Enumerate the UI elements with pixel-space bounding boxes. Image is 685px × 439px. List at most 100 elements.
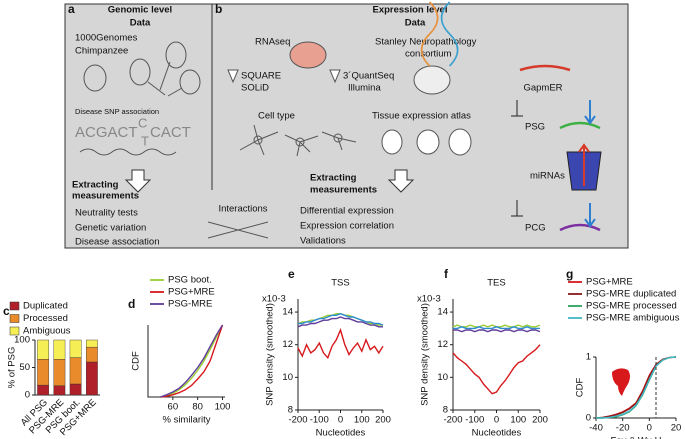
legend-label: Ambiguous: [23, 326, 71, 337]
y-unit: x10-3: [417, 294, 441, 305]
x-tick-label: -100: [465, 415, 484, 426]
x-tick-label: 80: [192, 402, 203, 413]
y-unit: x10-3: [262, 294, 286, 305]
pcg-transcript: [559, 223, 601, 232]
y-axis-label: SNP density (smoothed): [265, 303, 276, 406]
bar-segment: [69, 357, 82, 385]
series-line: [452, 344, 541, 395]
arrow: [124, 169, 152, 193]
x-axis-label: Nucleotides: [316, 428, 366, 439]
panel-label: e: [288, 267, 295, 281]
x-tick-label: -100: [310, 415, 329, 426]
overview-diagram: a Genomic level Data 1000Genomes Chimpan…: [64, 1, 629, 249]
rnaseq: RNAseq: [255, 37, 290, 48]
platform: SQUARE: [241, 71, 281, 82]
y-tick-label: 10: [437, 372, 448, 383]
x-tick-label: 0: [494, 415, 499, 426]
series-line: [297, 316, 383, 328]
bar-segment: [53, 385, 66, 396]
interactions: Interactions: [218, 204, 267, 215]
snp-title: Disease SNP association: [75, 107, 159, 116]
series-line: [160, 324, 224, 398]
x-tick-label: 100: [215, 402, 231, 413]
helix: [420, 1, 571, 72]
arrow: [387, 169, 415, 193]
x-axis-label: % similarity: [162, 415, 210, 426]
legend-label: Duplicated: [23, 301, 68, 312]
legend-label: PSG boot.: [168, 275, 212, 286]
x-tick-label: 200: [532, 415, 548, 426]
x-tick-label: 100: [510, 415, 526, 426]
source: 1000Genomes: [75, 33, 138, 44]
panel-label: b: [215, 2, 222, 16]
measure: Validations: [300, 236, 346, 247]
cross-arrows: [207, 221, 269, 239]
y-axis-label: CDF: [131, 351, 142, 371]
diagram-box: [64, 3, 629, 249]
x-tick-label: 100: [354, 415, 370, 426]
y-tick-label: 10: [282, 372, 293, 383]
x-tick-label: 60: [168, 402, 179, 413]
y-tick-label: 0: [586, 413, 591, 424]
panel-label: f: [444, 267, 449, 281]
axes: [452, 299, 540, 411]
psg-transcript: [559, 121, 601, 130]
x-tick-label: -40: [589, 423, 603, 434]
brain: [289, 41, 327, 69]
arrow: [578, 143, 590, 186]
data-heading: Data: [405, 18, 426, 29]
tissue-atlas: Tissue expression atlas: [372, 111, 471, 122]
x-tick-label: -200: [443, 415, 462, 426]
bar-segment: [69, 383, 82, 396]
bar-segment: [37, 339, 50, 360]
chart-title: TSS: [331, 278, 349, 289]
x-axis-label: Fay & Wu H: [610, 436, 661, 439]
arrow: [584, 100, 596, 125]
legend-swatch: [9, 301, 20, 311]
extract-heading: Extracting: [310, 173, 357, 184]
section-title: Expression level: [373, 5, 448, 16]
psg: PSG: [525, 122, 545, 133]
bar-segment: [85, 361, 98, 396]
panel-label: a: [68, 2, 75, 16]
series-line: [160, 324, 224, 398]
measure: Disease association: [75, 237, 160, 248]
x-tick-label: 0: [338, 415, 343, 426]
axes: [297, 299, 383, 411]
y-tick-label: 100: [14, 335, 30, 346]
sequence: C: [138, 115, 147, 130]
series-line: [596, 356, 677, 419]
series-line: [453, 326, 540, 330]
platform: 3´QuantSeq: [343, 71, 394, 82]
y-tick-label: 12: [437, 339, 448, 350]
series-line: [297, 327, 384, 360]
y-tick-label: 8: [288, 405, 293, 416]
platform: SOLiD: [241, 83, 269, 94]
legend-label: PSG+MRE: [168, 287, 215, 298]
panel-label: c: [3, 304, 10, 318]
legend-label: PSG-MRE duplicated: [586, 289, 676, 300]
panel-label: g: [566, 267, 573, 281]
y-tick-label: 12: [282, 339, 293, 350]
panel-label: d: [128, 297, 135, 311]
bar-segment: [85, 346, 98, 363]
series-line: [298, 312, 384, 326]
chart-title: TES: [487, 278, 505, 289]
y-tick-label: 14: [437, 307, 448, 318]
y-tick-label: 14: [282, 307, 293, 318]
x-tick-label: -200: [288, 415, 307, 426]
axes: [147, 325, 225, 398]
x-tick-label: -20: [616, 423, 630, 434]
bar-segment: [37, 359, 50, 386]
series-line: [595, 356, 677, 419]
extract-heading: Extracting: [72, 180, 119, 191]
platform: Illumina: [348, 83, 381, 94]
y-axis-label: CDF: [575, 378, 586, 398]
section-title: Genomic level: [108, 5, 172, 16]
legend-swatch: [9, 326, 20, 336]
sequence: T: [141, 133, 149, 148]
extract-heading: measurements: [310, 185, 377, 196]
x-axis-label: Nucleotides: [472, 428, 522, 439]
dna-strand: [79, 148, 177, 156]
